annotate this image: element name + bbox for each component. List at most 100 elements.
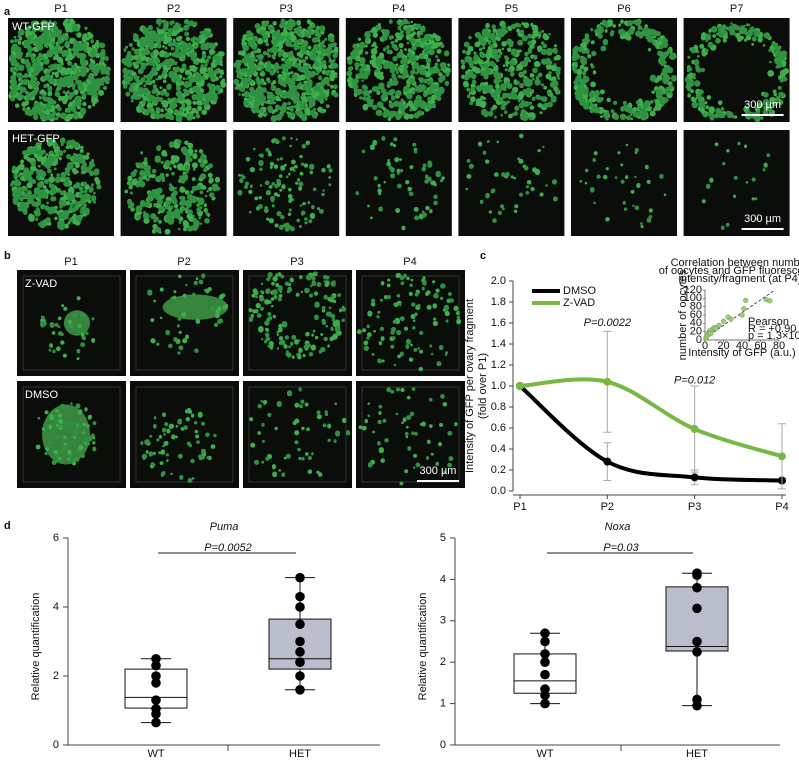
data-point <box>295 647 305 657</box>
gfp-cells <box>121 18 222 123</box>
data-point <box>295 602 305 612</box>
y-axis-label: number of oocytes <box>677 269 689 360</box>
data-point <box>540 657 550 667</box>
data-point <box>295 591 305 602</box>
x-tick-label: 60 <box>754 340 766 352</box>
y-axis-label: Intensity of GFP per ovary fragment <box>464 299 476 473</box>
x-tick-label: 20 <box>717 340 729 352</box>
gfp-cells <box>367 139 445 231</box>
micrograph <box>683 130 790 236</box>
gfp-cells <box>248 271 345 360</box>
data-point <box>690 473 699 482</box>
data-point <box>741 306 747 312</box>
inset-annotation: p = 1.3×10⁻⁵ <box>748 330 799 342</box>
x-axis-label: Intensity of GFP (a.u.) <box>688 347 795 359</box>
data-point <box>603 457 612 466</box>
inset-annotation: Pearson <box>748 316 789 328</box>
gfp-cells <box>233 18 339 123</box>
gfp-cells <box>355 135 444 221</box>
data-point <box>516 382 524 390</box>
gfp-cells <box>150 274 229 345</box>
p-value: P=0.0022 <box>584 317 631 329</box>
data-point <box>692 700 702 711</box>
data-point <box>692 647 702 657</box>
x-tick-label: HET <box>289 748 311 760</box>
micrograph-frame <box>135 275 234 371</box>
inset-title: Correlation between number <box>671 257 799 269</box>
gfp-cells <box>358 387 458 486</box>
legend-label: Z-VAD <box>563 297 595 309</box>
scale-bar-label: 300 µm <box>744 99 781 111</box>
data-point <box>743 297 749 304</box>
data-point <box>151 695 161 705</box>
gfp-cells <box>346 18 450 121</box>
data-point <box>295 671 305 681</box>
y-tick-label: 6 <box>53 532 59 544</box>
gfp-cells <box>8 19 111 121</box>
x-tick-label: P4 <box>775 501 788 513</box>
x-tick-label: WT <box>147 748 164 760</box>
micrograph <box>356 381 465 488</box>
x-tick-label: P3 <box>688 501 701 513</box>
x-tick-label: HET <box>686 748 708 760</box>
gfp-cells <box>461 22 561 122</box>
series-line <box>518 384 783 483</box>
y-tick-label: 2 <box>53 670 59 682</box>
y-tick-label: 0.2 <box>491 464 506 476</box>
gfp-cells <box>237 136 333 232</box>
gfp-cells <box>40 312 95 354</box>
column-label: P2 <box>167 3 180 15</box>
data-point <box>540 636 550 647</box>
y-tick-label: 0 <box>53 739 59 751</box>
micrograph-frame <box>135 386 234 483</box>
gfp-cells <box>363 273 461 367</box>
data-point <box>295 636 305 647</box>
x-tick-label: P1 <box>513 501 526 513</box>
data-point <box>692 582 702 593</box>
y-tick-label: 60 <box>690 309 702 321</box>
data-point <box>540 649 550 659</box>
y-tick-label: 2 <box>440 656 446 668</box>
series-line <box>519 377 783 459</box>
x-tick-label: 40 <box>736 340 748 352</box>
column-label: P6 <box>617 3 630 15</box>
gfp-cells <box>10 137 102 231</box>
data-point <box>603 377 612 386</box>
gfp-cells <box>367 387 454 474</box>
micrograph <box>458 130 565 236</box>
data-point <box>692 570 702 581</box>
y-tick-label: 1.4 <box>491 338 506 350</box>
y-tick-label: 1.6 <box>491 317 506 329</box>
y-tick-label: 100 <box>684 292 702 304</box>
y-tick-label: 1.2 <box>491 359 506 371</box>
p-value: P=0.0052 <box>204 542 251 554</box>
y-tick-label: 2.0 <box>491 275 506 287</box>
data-point <box>151 717 161 728</box>
data-point <box>540 628 550 639</box>
gfp-cells <box>571 19 677 121</box>
row-label: Z-VAD <box>25 278 57 290</box>
row-label: DMSO <box>25 389 58 401</box>
column-label: P1 <box>54 3 67 15</box>
column-label: P3 <box>290 256 303 268</box>
panel-label: d <box>4 520 11 532</box>
micrograph <box>345 130 452 236</box>
column-label: P7 <box>730 3 743 15</box>
micrograph <box>130 270 239 376</box>
column-label: P5 <box>505 3 518 15</box>
column-label: P4 <box>392 3 405 15</box>
data-point <box>151 678 161 688</box>
gfp-cells <box>684 22 788 123</box>
y-tick-label: 0.8 <box>491 401 506 413</box>
scale-bar-label: 300 µm <box>744 213 781 225</box>
micrograph-frame <box>361 386 460 483</box>
gfp-cells <box>254 387 351 478</box>
column-label: P2 <box>177 256 190 268</box>
y-tick-label: 40 <box>690 317 702 329</box>
y-tick-label: 0 <box>696 334 702 346</box>
row-label: HET-GFP <box>12 133 60 145</box>
y-tick-label: 4 <box>53 601 59 613</box>
chart-title: Puma <box>210 521 239 533</box>
micrograph-frame <box>22 386 121 483</box>
